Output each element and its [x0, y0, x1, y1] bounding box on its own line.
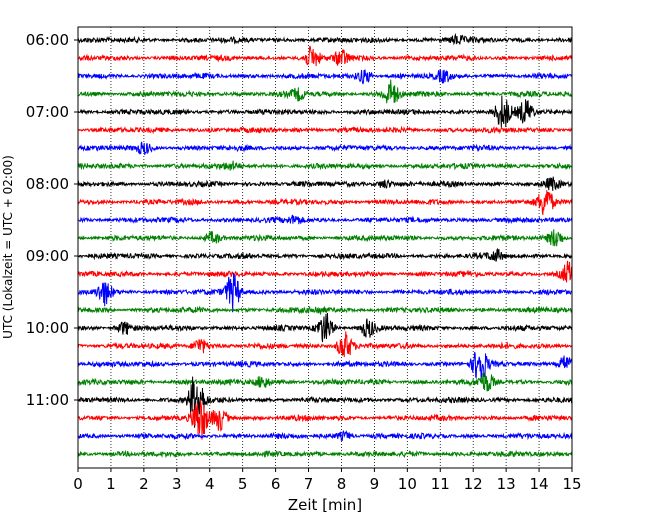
x-tick-label: 11 [431, 475, 450, 493]
seismic-trace [78, 141, 572, 155]
x-tick-label: 14 [530, 475, 549, 493]
x-tick-label: 7 [304, 475, 314, 493]
seismic-trace [78, 229, 572, 247]
x-tick-label: 8 [337, 475, 347, 493]
y-tick-label: 06:00 [26, 31, 69, 49]
seismic-trace [78, 190, 572, 215]
x-tick-label: 9 [370, 475, 380, 493]
x-tick-label: 4 [205, 475, 215, 493]
y-tick-label: 10:00 [26, 319, 69, 337]
x-tick-label: 6 [271, 475, 281, 493]
seismic-trace [78, 312, 572, 343]
seismic-trace [78, 371, 572, 392]
seismic-trace [78, 331, 572, 358]
seismic-trace [78, 400, 572, 440]
x-axis-ticks: 0 1 2 3 4 5 6 7 8 9 10 11 12 13 14 15 [73, 468, 582, 493]
seismic-trace [78, 272, 572, 313]
seismic-trace [78, 160, 572, 171]
x-axis-label: Zeit [min] [288, 496, 362, 514]
y-tick-label: 09:00 [26, 247, 69, 265]
seismic-trace [78, 95, 572, 128]
seismic-trace [78, 125, 572, 135]
seismic-traces [78, 32, 572, 459]
y-axis-label: UTC (Lokalzeit = UTC + 02:00) [1, 155, 15, 339]
x-tick-label: 3 [172, 475, 182, 493]
x-tick-label: 5 [238, 475, 248, 493]
y-axis-ticks: 06:00 07:00 08:00 09:00 10:00 11:00 [26, 31, 78, 409]
x-tick-label: 10 [398, 475, 417, 493]
seismic-trace [78, 69, 572, 85]
seismic-trace [78, 247, 572, 262]
x-tick-label: 13 [497, 475, 516, 493]
plot-frame [77, 26, 573, 469]
seismic-trace [78, 376, 572, 428]
x-tick-label: 15 [562, 475, 581, 493]
seismic-trace [78, 79, 572, 104]
y-tick-label: 08:00 [26, 175, 69, 193]
x-tick-label: 0 [73, 475, 83, 493]
x-tick-label: 2 [139, 475, 149, 493]
y-tick-label: 07:00 [26, 103, 69, 121]
seismic-trace [78, 214, 572, 225]
y-tick-label: 11:00 [26, 391, 69, 409]
seismic-trace [78, 176, 572, 191]
seismic-trace [78, 45, 572, 67]
seismic-trace [78, 351, 572, 380]
seismic-trace [78, 305, 572, 315]
seismic-trace [78, 449, 572, 459]
x-tick-label: 12 [464, 475, 483, 493]
x-tick-label: 1 [106, 475, 116, 493]
seismic-trace [78, 260, 572, 283]
seismic-trace [78, 32, 572, 46]
seismic-trace [78, 429, 572, 442]
